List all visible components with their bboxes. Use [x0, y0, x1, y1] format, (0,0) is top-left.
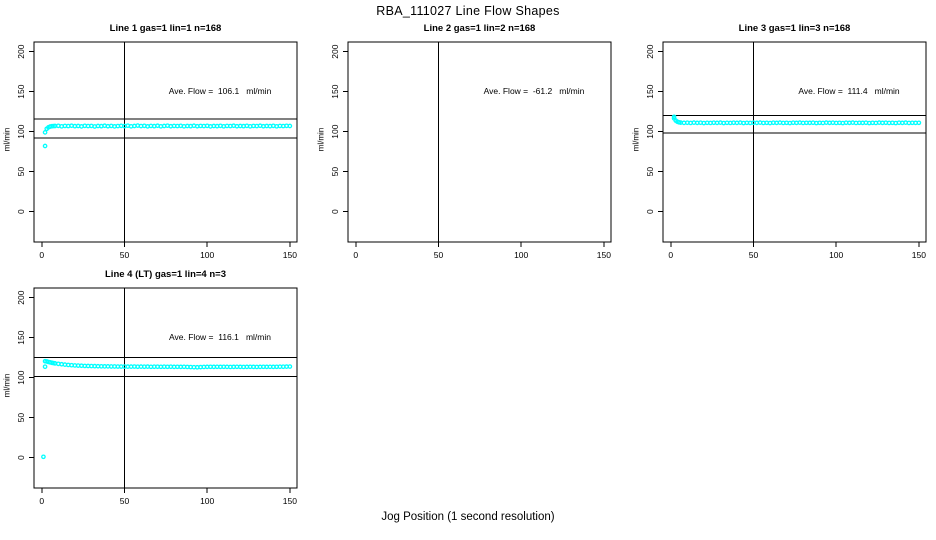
y-tick-label: 150 [645, 84, 655, 98]
y-tick-label: 200 [330, 44, 340, 58]
x-tick-label: 50 [120, 496, 130, 506]
x-tick-label: 150 [283, 250, 297, 260]
ave-flow-annotation: Ave. Flow = 106.1 ml/min [168, 86, 272, 96]
data-point [916, 120, 922, 126]
subplot-line3: Line 3 gas=1 lin=3 n=168 ml/min Ave. Flo… [629, 20, 936, 272]
x-tick-label: 0 [668, 250, 673, 260]
x-tick-label: 50 [120, 250, 130, 260]
y-tick-label: 50 [16, 413, 26, 423]
data-point [41, 454, 46, 460]
x-tick-label: 150 [283, 496, 297, 506]
x-tick-label: 100 [514, 250, 528, 260]
frame [662, 41, 927, 243]
ave-flow-annotation: Ave. Flow = 116.1 ml/min [169, 332, 271, 342]
y-tick-label: 0 [16, 455, 26, 460]
x-tick-label: 0 [39, 250, 44, 260]
plot-area-line3: 0 50 100 150 0 50 100 150 200 [645, 41, 927, 260]
y-tick-label: 100 [330, 124, 340, 138]
x-axis-label: Jog Position (1 second resolution) [381, 511, 555, 523]
x-tick-label: 50 [434, 250, 444, 260]
x-tick-label: 0 [39, 496, 44, 506]
plot-area-line4: 0 50 100 150 0 50 100 150 200 [16, 287, 298, 506]
y-tick-label: 50 [330, 167, 340, 177]
page-title: RBA_111027 Line Flow Shapes [376, 4, 560, 18]
subplot-line1: Line 1 gas=1 lin=1 n=168 ml/min Ave. Flo… [0, 20, 312, 272]
subplot-line4: Line 4 (LT) gas=1 lin=4 n=3 ml/min Ave. … [0, 266, 312, 518]
x-tick-label: 100 [200, 496, 214, 506]
data-point [42, 364, 48, 370]
subplot-line2-title: Line 2 gas=1 lin=2 n=168 [423, 23, 536, 34]
subplot-line1-title: Line 1 gas=1 lin=1 n=168 [109, 23, 222, 34]
subplot-line3-title: Line 3 gas=1 lin=3 n=168 [738, 23, 851, 34]
y-tick-label: 0 [330, 209, 340, 214]
subplot-line2: Line 2 gas=1 lin=2 n=168 ml/min Ave. Flo… [314, 20, 626, 272]
y-tick-label: 50 [16, 167, 26, 177]
y-tick-label: 50 [645, 167, 655, 177]
frame [347, 41, 612, 243]
plot-area-line1: 0 50 100 150 0 50 100 150 200 [16, 41, 298, 260]
data-point [42, 130, 48, 135]
y-tick-label: 0 [645, 209, 655, 214]
frame [33, 41, 298, 243]
ave-flow-annotation: Ave. Flow = -61.2 ml/min [483, 86, 585, 96]
data-point [287, 123, 293, 129]
y-tick-label: 100 [16, 124, 26, 138]
y-tick-label: 150 [16, 330, 26, 344]
x-tick-label: 0 [353, 250, 358, 260]
y-tick-label: 200 [16, 290, 26, 304]
y-tick-label: 200 [645, 44, 655, 58]
plot-area-line2: 0 50 100 150 0 50 100 150 200 [330, 41, 612, 260]
subplot-line4-title: Line 4 (LT) gas=1 lin=4 n=3 [105, 269, 226, 280]
x-tick-label: 50 [749, 250, 759, 260]
x-tick-label: 150 [597, 250, 611, 260]
y-tick-label: 200 [16, 44, 26, 58]
y-tick-label: 150 [330, 84, 340, 98]
frame [33, 287, 298, 489]
x-tick-label: 100 [200, 250, 214, 260]
y-tick-label: 100 [645, 124, 655, 138]
ave-flow-annotation: Ave. Flow = 111.4 ml/min [798, 86, 900, 96]
y-tick-label: 100 [16, 370, 26, 384]
data-point [287, 364, 293, 369]
x-tick-label: 150 [912, 250, 926, 260]
y-tick-label: 0 [16, 209, 26, 214]
data-point [42, 143, 48, 149]
x-tick-label: 100 [829, 250, 843, 260]
y-tick-label: 150 [16, 84, 26, 98]
